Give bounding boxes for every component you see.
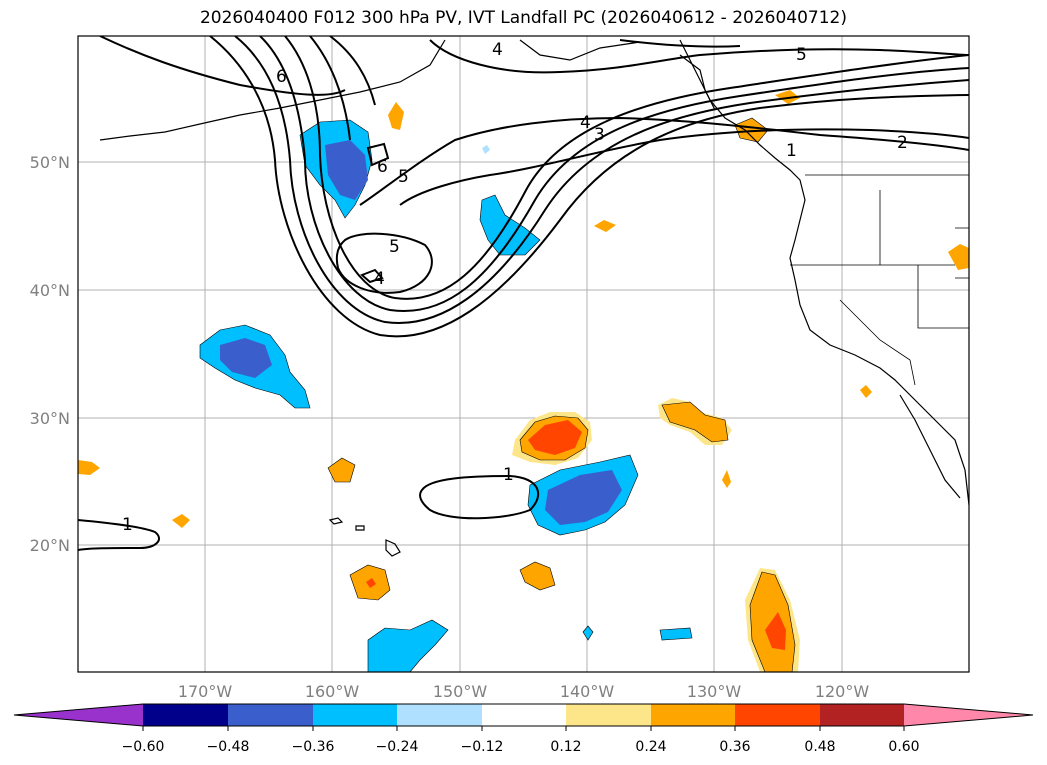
negative-anomaly-patches bbox=[199, 119, 693, 672]
lat-label: 30°N bbox=[30, 409, 70, 428]
contour-label: 5 bbox=[796, 45, 807, 65]
lon-label: 120°W bbox=[815, 682, 870, 701]
map-border bbox=[77, 35, 970, 673]
contour-label: 1 bbox=[122, 515, 133, 535]
colorbar-tick-label: −0.48 bbox=[207, 739, 250, 755]
colorbar-segment bbox=[482, 704, 566, 726]
pv-contours bbox=[78, 36, 969, 551]
colorbar-segment bbox=[228, 704, 313, 726]
colorbar-tick-label: 0.60 bbox=[888, 739, 919, 755]
colorbar-extend-low bbox=[14, 704, 143, 726]
contour-label: 4 bbox=[492, 40, 503, 60]
lat-label: 40°N bbox=[30, 281, 70, 300]
lon-label: 140°W bbox=[560, 682, 615, 701]
colorbar-tick-label: −0.12 bbox=[461, 739, 504, 755]
colorbar-tick-label: −0.36 bbox=[292, 739, 335, 755]
contour-label: 1 bbox=[503, 465, 514, 485]
lon-label: 170°W bbox=[178, 682, 233, 701]
lat-label: 20°N bbox=[30, 536, 70, 555]
contour-label: 2 bbox=[897, 133, 908, 153]
lon-label: 160°W bbox=[305, 682, 360, 701]
lon-label: 130°W bbox=[687, 682, 742, 701]
colorbar-tick-label: −0.60 bbox=[122, 739, 165, 755]
colorbar-segment bbox=[651, 704, 735, 726]
colorbar-tick-label: 0.12 bbox=[550, 739, 581, 755]
colorbar-tick-label: 0.48 bbox=[804, 739, 835, 755]
contour-label: 4 bbox=[374, 269, 385, 289]
colorbar-segment bbox=[313, 704, 397, 726]
map-title: 2026040400 F012 300 hPa PV, IVT Landfall… bbox=[199, 8, 847, 28]
longitude-labels: 170°W 160°W 150°W 140°W 130°W 120°W bbox=[178, 682, 870, 701]
gridlines bbox=[78, 36, 969, 672]
positive-anomaly-patches bbox=[78, 90, 969, 672]
colorbar-tick-label: 0.24 bbox=[635, 739, 666, 755]
contour-label: 1 bbox=[786, 141, 797, 161]
colorbar-segment bbox=[143, 704, 228, 726]
lat-label: 50°N bbox=[30, 153, 70, 172]
contour-label: 4 bbox=[580, 113, 591, 133]
contour-labels: 6 6 5 5 4 4 3 5 2 1 1 1 4 bbox=[122, 40, 908, 535]
colorbar-segment bbox=[566, 704, 651, 726]
colorbar-segment bbox=[820, 704, 904, 726]
colorbar-extend-high bbox=[904, 704, 1033, 726]
latitude-labels: 50°N 40°N 30°N 20°N bbox=[30, 153, 70, 555]
colorbar-segment bbox=[397, 704, 482, 726]
colorbar-tick-label: 0.36 bbox=[719, 739, 750, 755]
contour-label: 6 bbox=[377, 157, 388, 177]
colorbar-tick-label: −0.24 bbox=[376, 739, 419, 755]
contour-label: 6 bbox=[276, 67, 287, 87]
lon-label: 150°W bbox=[433, 682, 488, 701]
colorbar-segment bbox=[735, 704, 820, 726]
contour-label: 3 bbox=[594, 125, 605, 145]
country-state-borders bbox=[790, 38, 969, 386]
colorbar: −0.60 −0.48 −0.36 −0.24 −0.12 0.12 0.24 … bbox=[13, 703, 1034, 755]
contour-label: 5 bbox=[389, 237, 400, 257]
contour-label: 5 bbox=[398, 167, 409, 187]
